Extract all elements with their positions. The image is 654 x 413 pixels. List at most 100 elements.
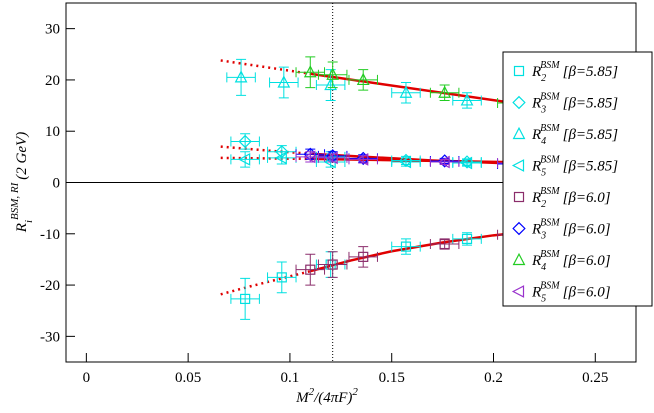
marker: [512, 95, 526, 110]
legend-label: R2 BSM [β=6.0]: [531, 186, 611, 210]
marker: [303, 150, 316, 164]
legend-label-part: R: [531, 253, 541, 269]
x-error-bar: [452, 158, 482, 169]
legend-label: R3 BSM [β=6.0]: [531, 218, 611, 242]
x-tick-label: 0.1: [281, 370, 300, 386]
marker: [399, 85, 413, 98]
marker: [439, 238, 450, 250]
legend-label-part: 3: [540, 231, 546, 242]
marker: [459, 156, 473, 170]
legend-label-part: 3: [540, 105, 546, 116]
legend-label-part: BSM: [540, 281, 560, 292]
legend-label: R3 BSM [β=5.85]: [531, 92, 618, 116]
x-error-bar: [452, 233, 482, 244]
y-label-part: (2 GeV): [14, 132, 30, 180]
marker: [512, 252, 526, 266]
marker: [513, 191, 525, 203]
marker: [398, 155, 412, 169]
x-tick-label: 0.25: [582, 370, 608, 386]
x-label-part: M: [295, 390, 310, 406]
x-error-bar: [452, 95, 482, 106]
x-error-bar: [348, 154, 378, 165]
legend-label: R4 BSM [β=6.0]: [531, 249, 611, 273]
marker: [438, 85, 452, 98]
x-error-bar: [317, 69, 348, 80]
y-tick-label: 10: [45, 124, 60, 140]
x-error-bar: [391, 241, 421, 252]
marker: [437, 155, 450, 169]
marker: [400, 241, 412, 252]
x-error-bar: [230, 154, 260, 165]
y-tick-label: -30: [40, 329, 60, 345]
x-error-bar: [269, 77, 299, 88]
legend-label-part: BSM: [540, 186, 560, 197]
legend-label: R5 BSM [β=5.85]: [531, 155, 618, 179]
legend-label-part: [β=6.0]: [563, 190, 611, 206]
marker: [325, 151, 338, 165]
x-error-bar: [315, 80, 346, 91]
legend-label-part: 5: [541, 294, 546, 305]
y-axis-label: RiBSM, RI(2 GeV): [9, 132, 35, 233]
legend-label-part: R: [531, 64, 541, 80]
marker: [358, 251, 369, 262]
marker: [512, 221, 526, 236]
y-tick-label: 0: [53, 176, 61, 192]
marker: [512, 126, 526, 140]
x-error-bar: [348, 74, 378, 85]
marker: [238, 134, 252, 149]
x-error-bar: [429, 239, 460, 250]
legend-label-part: R: [531, 190, 541, 206]
legend-label-part: 2: [541, 73, 546, 84]
legend-label: R4 BSM [β=5.85]: [531, 123, 618, 147]
legend: R2BSM [β=5.85]R3BSM [β=5.85]R4BSM [β=5.85]R…: [502, 51, 653, 307]
marker: [237, 153, 251, 166]
x-error-bar: [317, 152, 348, 163]
fit-line: [220, 270, 311, 296]
y-label-part: i: [23, 220, 35, 223]
x-error-bar: [295, 264, 326, 275]
x-error-bar: [295, 67, 326, 78]
fit-line: [220, 145, 311, 156]
x-error-bar: [429, 87, 460, 98]
marker: [460, 93, 474, 106]
y-label-part: R: [14, 223, 30, 233]
legend-label-part: [β=5.85]: [563, 96, 619, 112]
legend-label-part: BSM: [540, 155, 560, 166]
y-tick-label: 30: [45, 22, 60, 38]
legend-label-part: [β=6.0]: [563, 253, 611, 269]
x-error-bar: [295, 151, 326, 162]
marker: [277, 75, 291, 88]
legend-label-part: 5: [541, 168, 546, 179]
legend-label-part: BSM: [540, 249, 560, 260]
marker: [305, 264, 316, 275]
x-error-bar: [317, 259, 348, 270]
legend-label-part: R: [531, 96, 541, 112]
marker: [234, 70, 248, 83]
x-tick-label: 0.05: [175, 370, 201, 386]
legend-label: R2 BSM [β=5.85]: [531, 60, 618, 84]
fit-line: [220, 156, 311, 161]
marker: [461, 233, 473, 245]
marker: [356, 153, 369, 166]
legend-label-part: 2: [541, 199, 546, 210]
x-label-part: 2: [309, 386, 315, 398]
x-label-part: 2: [352, 386, 358, 398]
x-axis-label: M2/(4πF)2: [295, 386, 358, 406]
marker: [356, 72, 370, 86]
marker: [276, 272, 287, 283]
legend-label-part: BSM: [540, 92, 560, 103]
legend-label-part: R: [531, 285, 541, 301]
legend-label-part: BSM: [540, 123, 560, 134]
marker: [511, 159, 525, 172]
legend-box: [502, 51, 653, 307]
y-tick-label: 20: [45, 73, 60, 89]
marker: [324, 77, 338, 91]
x-error-bar: [230, 293, 260, 304]
legend-label-part: R: [531, 222, 541, 238]
marker: [303, 65, 317, 78]
x-error-bar: [391, 156, 421, 167]
x-error-bar: [391, 87, 421, 98]
x-tick-label: 0.15: [379, 370, 405, 386]
marker: [240, 293, 251, 305]
